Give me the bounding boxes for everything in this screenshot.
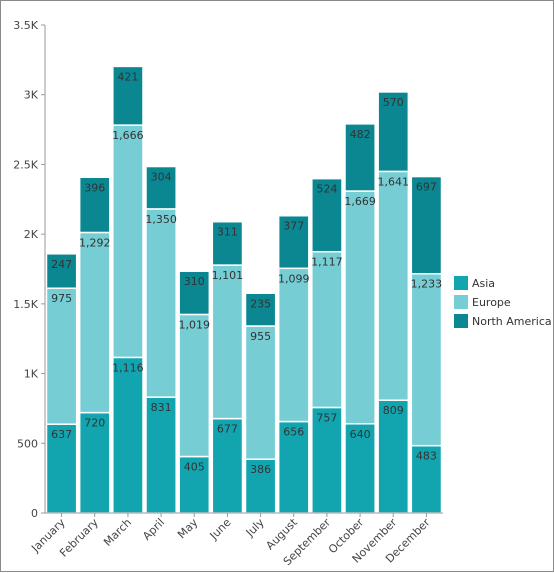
data-label: 975 (51, 292, 72, 305)
legend-swatch (454, 295, 468, 309)
data-label: 809 (383, 404, 404, 417)
bars-area: 637 975 247 720 1,292 396 1,116 1,666 421 831 1,35… (45, 65, 443, 514)
data-label: 697 (416, 181, 437, 194)
data-label: 247 (51, 258, 72, 271)
bar-segment-europe[interactable] (78, 231, 111, 414)
data-label: 1,019 (179, 318, 211, 331)
bar-segment-north-america[interactable] (244, 292, 277, 327)
bar-segment-asia[interactable] (410, 444, 443, 514)
legend-swatch (454, 314, 468, 328)
legend: Asia Europe North America (454, 276, 552, 328)
bar-segment-north-america[interactable] (377, 91, 410, 173)
bar-segment-north-america[interactable] (178, 270, 211, 316)
data-label: 377 (283, 220, 304, 233)
data-label: 1,233 (411, 278, 443, 291)
bar-segment-north-america[interactable] (211, 220, 244, 266)
data-label: 386 (250, 463, 271, 476)
y-tick-label: 2K (24, 228, 39, 241)
bar-segment-north-america[interactable] (145, 165, 177, 210)
y-tick-label: 2.5K (13, 158, 38, 171)
bar-segment-asia[interactable] (211, 417, 244, 514)
legend-label: North America (472, 315, 552, 328)
data-label: 955 (250, 330, 271, 343)
bar-segment-europe[interactable] (145, 208, 177, 398)
data-label: 656 (283, 426, 304, 439)
data-label: 311 (217, 226, 238, 239)
bar-segment-europe[interactable] (344, 190, 376, 425)
data-label: 483 (416, 450, 437, 463)
bar-segment-europe[interactable] (244, 325, 277, 460)
data-label: 235 (250, 297, 271, 310)
bar-segment-europe[interactable] (178, 313, 211, 458)
x-tick-label: June (207, 516, 234, 543)
bar-segment-north-america[interactable] (410, 175, 443, 275)
x-tick-label: March (101, 516, 134, 549)
bar-segment-north-america[interactable] (344, 123, 376, 192)
bar-segment-europe[interactable] (45, 287, 78, 425)
bar-segment-europe[interactable] (112, 124, 144, 359)
bar-segment-asia[interactable] (344, 423, 376, 514)
data-label: 637 (51, 428, 72, 441)
x-tick-label: April (140, 516, 167, 543)
data-label: 570 (383, 96, 404, 109)
y-axis: 0 500 1K 1.5K 2K 2.5K 3K 3.5K (13, 19, 46, 520)
data-label: 1,099 (278, 272, 310, 285)
bar-segment-asia[interactable] (112, 356, 144, 514)
y-tick-label: 3K (24, 89, 39, 102)
data-label: 1,350 (145, 213, 177, 226)
data-label: 720 (84, 417, 105, 430)
data-label: 1,641 (378, 175, 410, 188)
data-label: 1,292 (79, 236, 111, 249)
data-label: 640 (350, 428, 371, 441)
data-label: 1,101 (212, 269, 244, 282)
y-tick-label: 1.5K (13, 298, 38, 311)
data-label: 1,116 (112, 361, 144, 374)
bar-segment-north-america[interactable] (45, 253, 78, 289)
bar-segment-europe[interactable] (211, 264, 244, 420)
bar-segment-europe[interactable] (311, 250, 343, 409)
bar-segment-europe[interactable] (410, 272, 443, 447)
data-label: 757 (316, 411, 337, 424)
bar-segment-europe[interactable] (377, 170, 410, 401)
data-label: 310 (184, 275, 205, 288)
data-label: 524 (316, 183, 337, 196)
y-tick-label: 500 (17, 437, 38, 450)
bar-segment-north-america[interactable] (277, 214, 310, 270)
legend-label: Europe (472, 296, 511, 309)
data-label: 304 (151, 171, 172, 184)
data-label: 1,117 (311, 256, 343, 269)
bar-segment-asia[interactable] (145, 396, 177, 514)
data-label: 1,666 (112, 129, 144, 142)
bar-segment-asia[interactable] (311, 406, 343, 514)
bar-segment-europe[interactable] (277, 267, 310, 423)
bar-segment-north-america[interactable] (78, 176, 111, 234)
data-label: 482 (350, 128, 371, 141)
data-label: 831 (151, 401, 172, 414)
data-label: 405 (184, 461, 205, 474)
data-label: 677 (217, 423, 238, 436)
data-label: 1,669 (344, 195, 376, 208)
legend-label: Asia (472, 277, 495, 290)
data-label: 421 (117, 70, 138, 83)
x-tick-label: May (175, 516, 201, 542)
x-tick-label: July (243, 516, 267, 540)
data-label: 396 (84, 181, 105, 194)
y-tick-label: 0 (31, 507, 38, 520)
legend-swatch (454, 276, 468, 290)
bar-segment-north-america[interactable] (311, 177, 343, 253)
bar-segment-asia[interactable] (377, 399, 410, 514)
bar-segment-north-america[interactable] (112, 65, 144, 126)
y-tick-label: 3.5K (13, 19, 38, 32)
y-tick-label: 1K (24, 368, 39, 381)
